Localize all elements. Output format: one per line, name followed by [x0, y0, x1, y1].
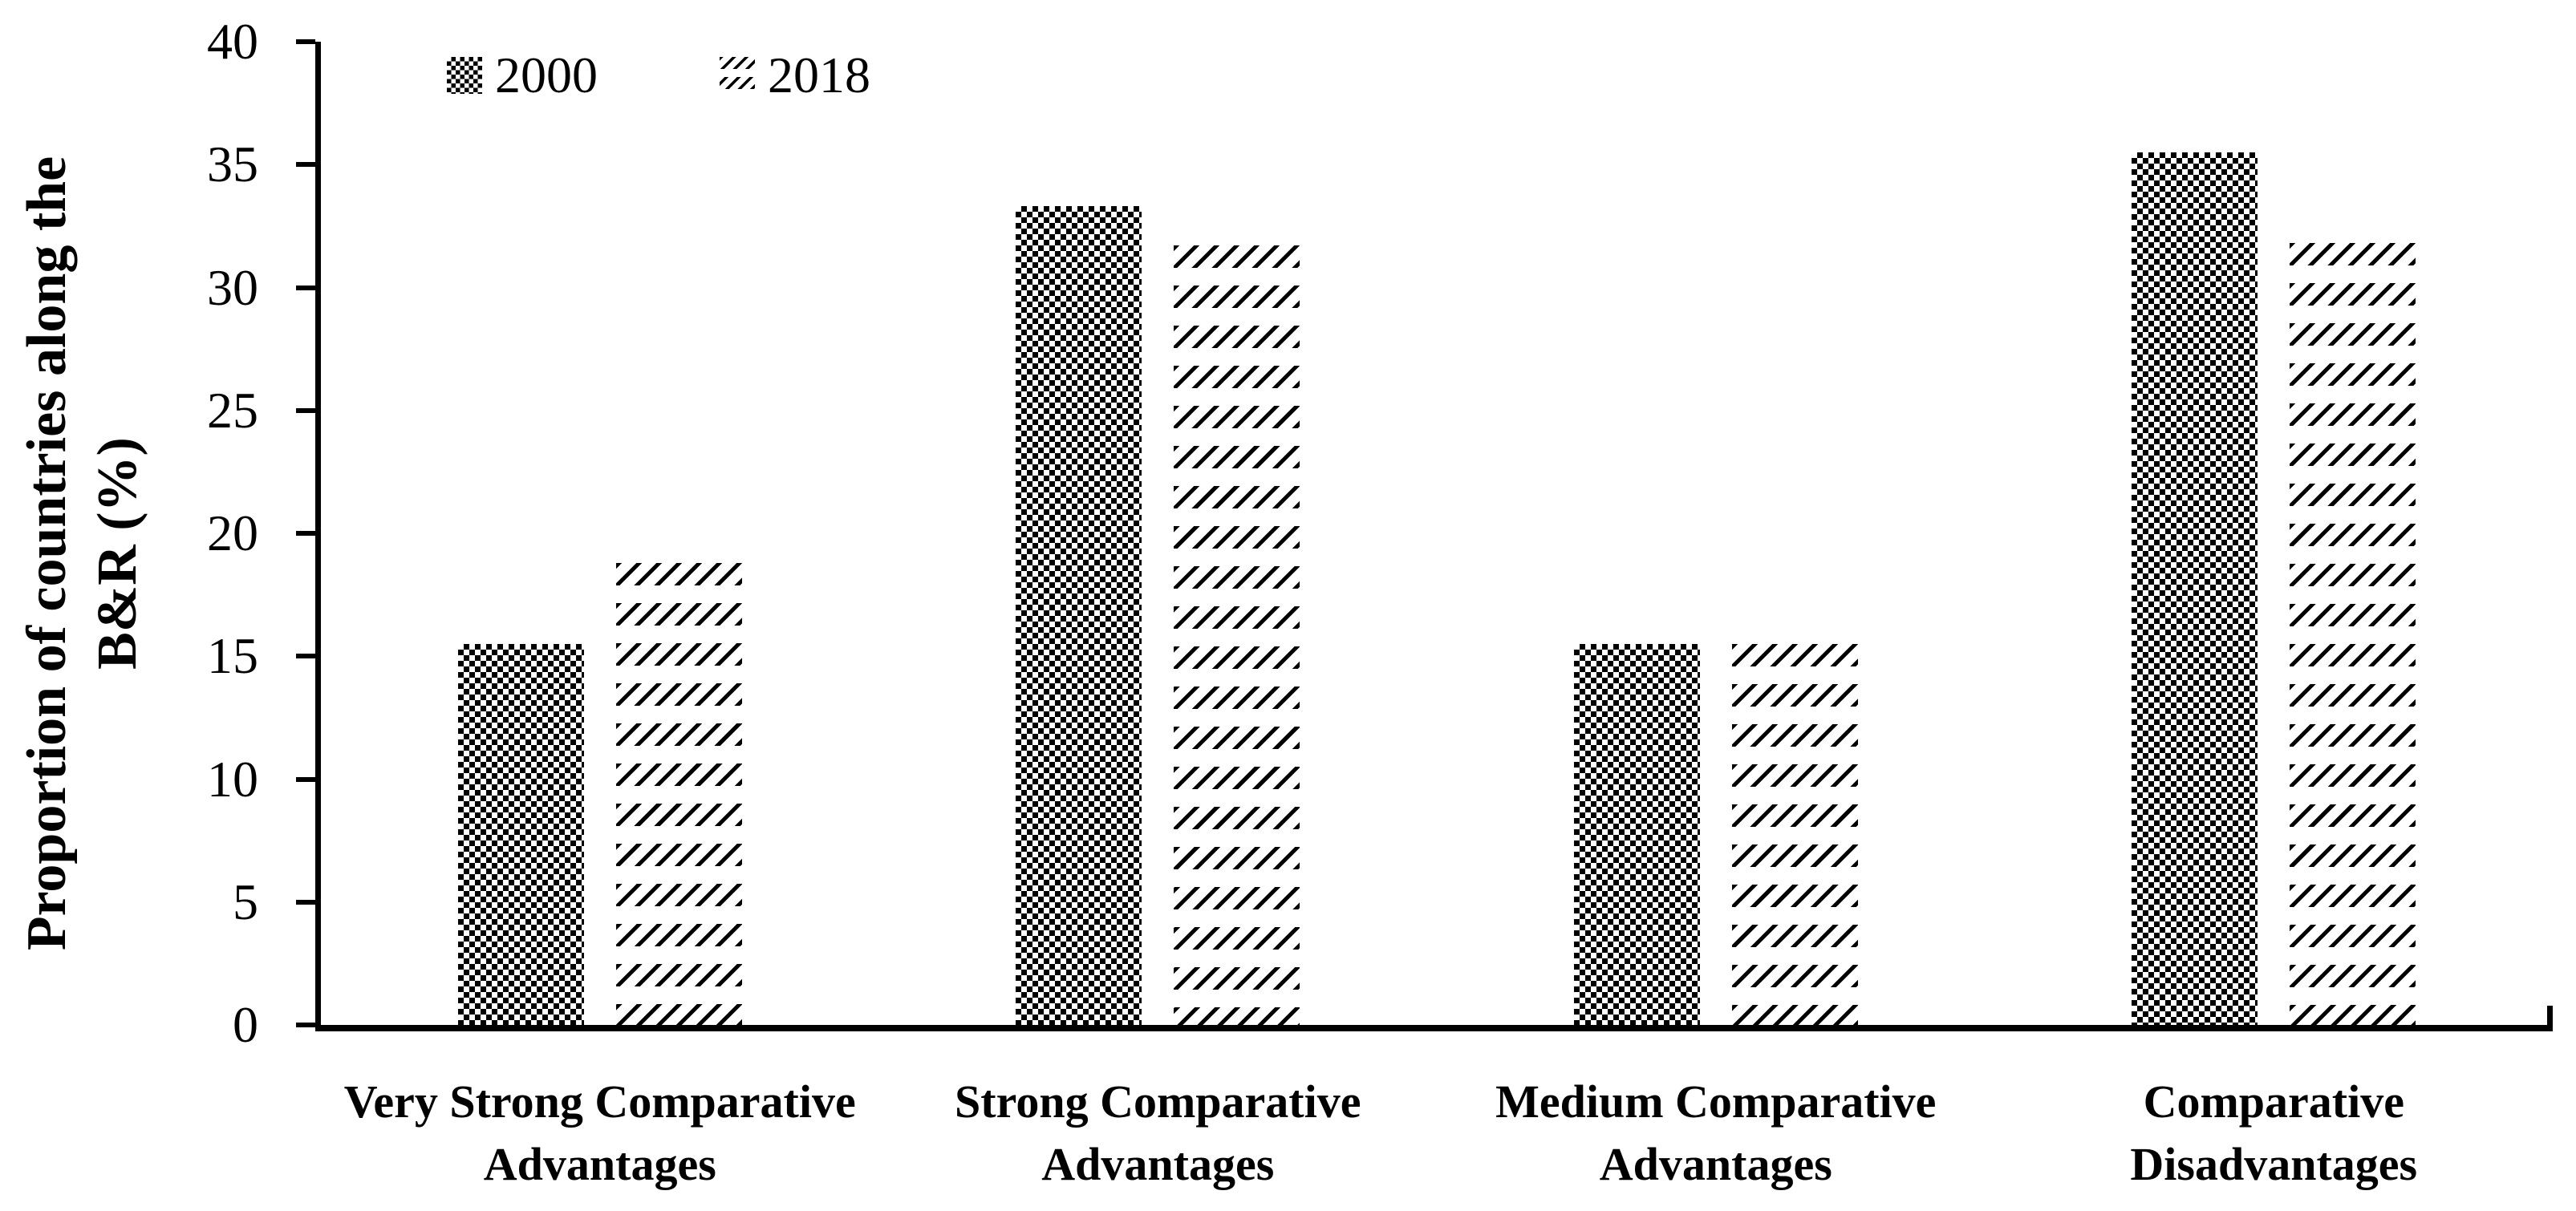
legend-swatch-diagonal-dashes: [720, 57, 755, 94]
y-tick-25: [296, 407, 315, 413]
x-axis-end-tick: [2547, 1006, 2553, 1025]
y-tick-label-40: 40: [207, 13, 258, 70]
legend-swatch-checkerboard: [447, 57, 482, 94]
plot-area: 0 5 10 15 20 25 30 35 40: [207, 13, 2553, 1053]
y-tick-40: [296, 39, 315, 44]
x-category-label-3: Medium Comparative Advantages: [1495, 1075, 1937, 1190]
y-tick-30: [296, 285, 315, 290]
y-tick-label-5: 5: [233, 873, 258, 930]
legend-label-2000: 2000: [495, 47, 598, 103]
x-category-label-1: Very Strong Comparative Advantages: [343, 1075, 856, 1190]
legend-item-2018: 2018: [720, 50, 870, 101]
y-tick-label-25: 25: [207, 381, 258, 439]
y-tick-15: [296, 654, 315, 659]
legend: 2000 2018: [447, 50, 870, 101]
y-tick-label-10: 10: [207, 750, 258, 808]
x-category-label-4: Comparative Disadvantages: [2130, 1075, 2418, 1190]
legend-label-2018: 2018: [768, 47, 870, 103]
x-category-label-2: Strong Comparative Advantages: [955, 1075, 1361, 1190]
y-axis-title-line1: Proportion of countries along the: [16, 156, 78, 951]
y-tick-10: [296, 776, 315, 782]
bar-2018-category-1: [615, 562, 742, 1025]
y-tick-label-30: 30: [207, 258, 258, 316]
y-tick-label-15: 15: [207, 627, 258, 685]
y-tick-35: [296, 162, 315, 168]
bar-2018-category-3: [1731, 643, 1858, 1025]
bar-2000-category-4: [2132, 152, 2258, 1025]
y-tick-5: [296, 899, 315, 905]
bar-2000-category-3: [1573, 643, 1700, 1025]
bar-2018-category-4: [2290, 243, 2416, 1025]
bar-2000-category-1: [457, 643, 584, 1025]
y-tick-20: [296, 531, 315, 536]
y-tick-label-20: 20: [207, 504, 258, 561]
y-tick-label-0: 0: [233, 996, 258, 1053]
y-tick-0: [296, 1023, 315, 1027]
y-tick-label-35: 35: [207, 136, 258, 193]
bar-2000-category-2: [1016, 206, 1142, 1025]
bar-2018-category-2: [1174, 245, 1300, 1025]
legend-item-2000: 2000: [447, 50, 598, 101]
